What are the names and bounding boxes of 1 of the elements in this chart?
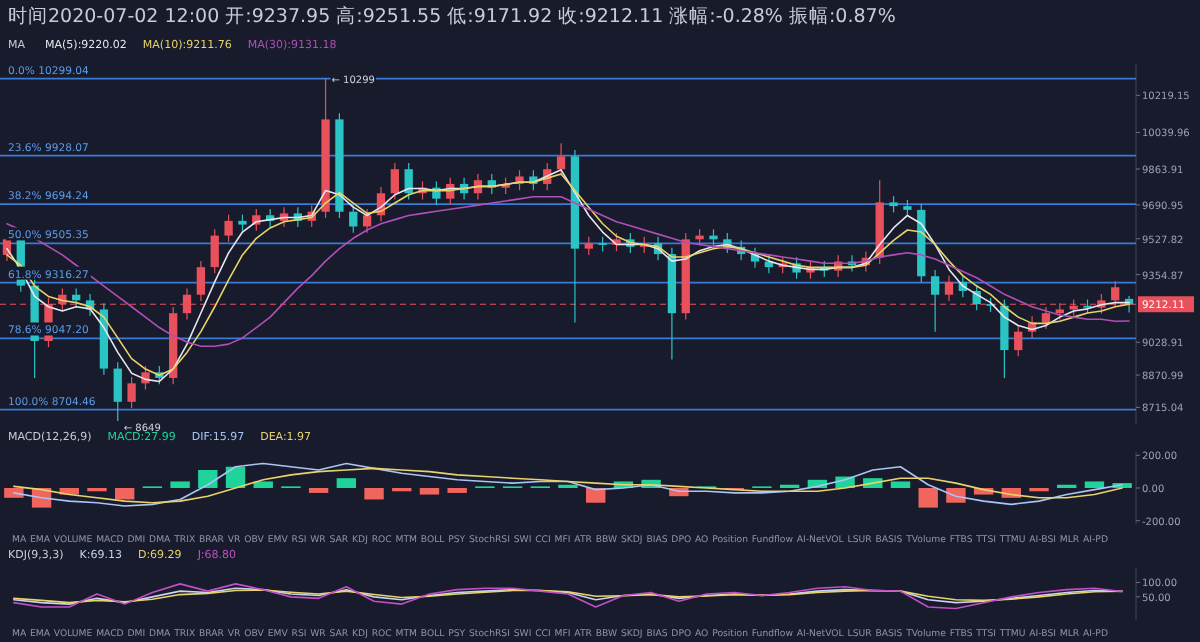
chart-title: 时间2020-07-02 12:00 开:9237.95 高:9251.55 低:9171.92 收:9212.11 涨幅:-0.28% 振幅:0.87%	[8, 4, 896, 28]
